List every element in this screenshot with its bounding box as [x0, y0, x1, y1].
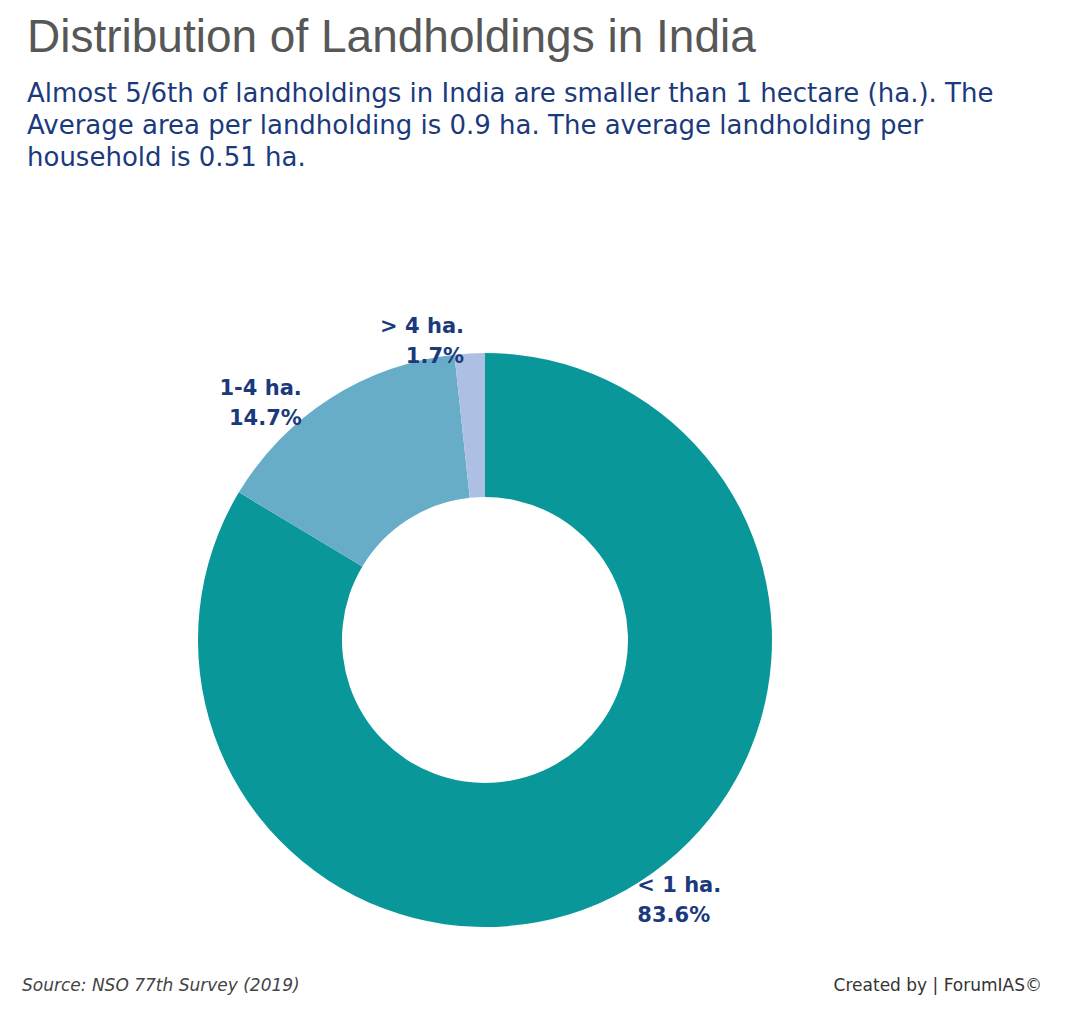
svg-text:Distribution of Landholdings i: Distribution of Landholdings in India: [27, 10, 756, 62]
svg-text:< 1 ha.: < 1 ha.: [637, 873, 721, 897]
svg-text:Created by | ForumIAS©: Created by | ForumIAS©: [834, 975, 1042, 995]
svg-text:1-4 ha.: 1-4 ha.: [219, 376, 301, 400]
svg-text:14.7%: 14.7%: [229, 406, 302, 430]
svg-text:> 4 ha.: > 4 ha.: [380, 314, 464, 338]
svg-text:household is 0.51 ha.: household is 0.51 ha.: [27, 142, 306, 172]
svg-text:1.7%: 1.7%: [406, 344, 464, 368]
svg-text:Source: NSO 77th Survey (2019): Source: NSO 77th Survey (2019): [22, 975, 300, 995]
svg-text:Almost 5/6th of landholdings i: Almost 5/6th of landholdings in India ar…: [27, 78, 1002, 108]
svg-text:Average area per landholding i: Average area per landholding is 0.9 ha. …: [27, 110, 932, 140]
svg-text:83.6%: 83.6%: [637, 903, 710, 927]
